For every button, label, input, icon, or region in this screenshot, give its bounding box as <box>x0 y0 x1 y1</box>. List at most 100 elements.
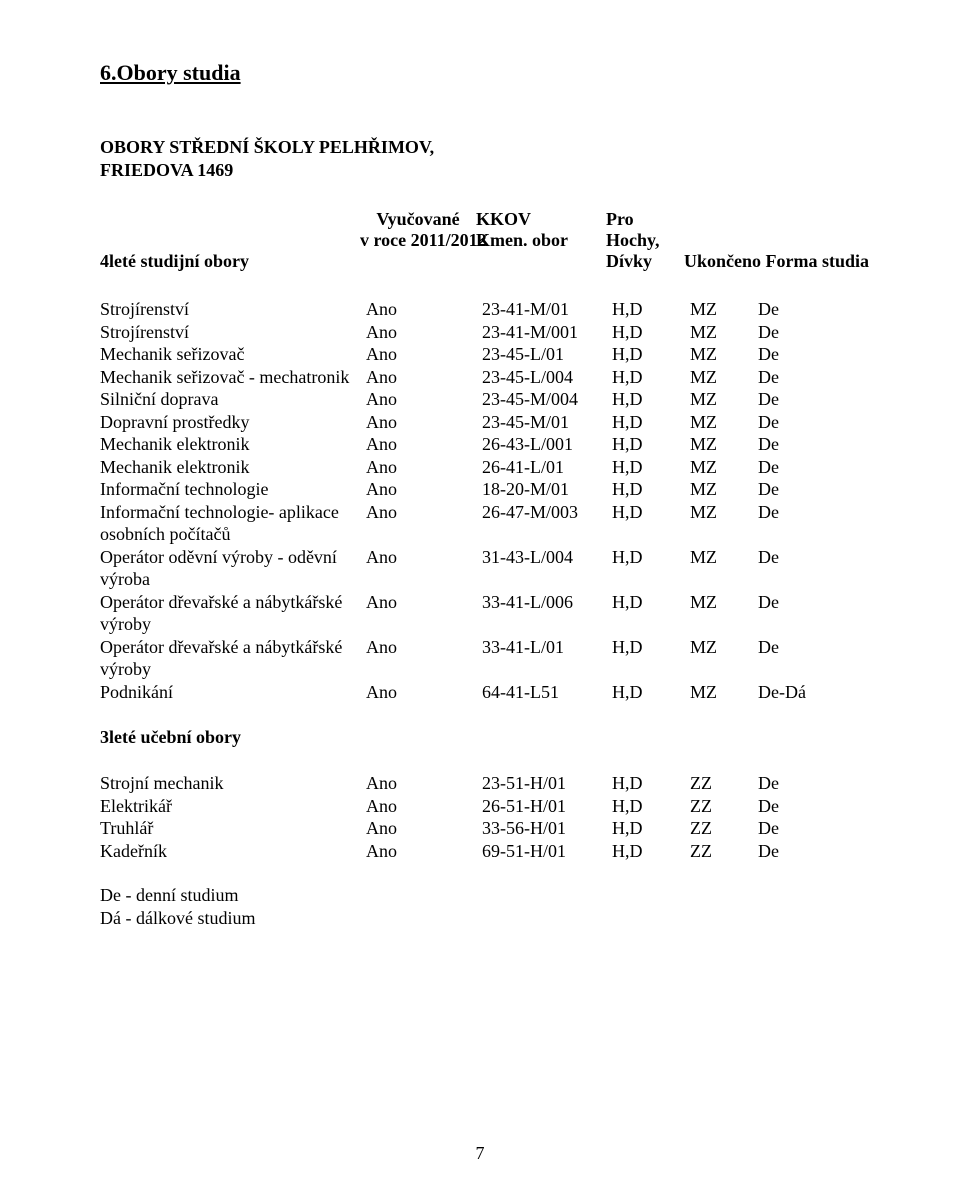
cell-vyuc: Ano <box>366 321 482 344</box>
cell-name: Kadeřník <box>100 840 366 863</box>
cell-uk: ZZ <box>690 795 758 818</box>
cell-pro: H,D <box>612 591 690 636</box>
cell-name: Mechanik elektronik <box>100 433 366 456</box>
page-number: 7 <box>0 1143 960 1164</box>
cell-forma: De <box>758 636 870 681</box>
cell-forma: De <box>758 817 870 840</box>
cell-pro: H,D <box>612 501 690 546</box>
table-row: Operátor dřevařské a nábytkářské výrobyA… <box>100 591 870 636</box>
cell-pro: H,D <box>612 795 690 818</box>
table-row: KadeřníkAno69-51-H/01H,DZZDe <box>100 840 870 863</box>
table-row: PodnikáníAno64-41-L51H,DMZDe-Dá <box>100 681 870 704</box>
cell-pro: H,D <box>612 388 690 411</box>
hdr-col3-l1: KKOV <box>476 209 606 230</box>
hdr-col3-l2: Kmen. obor <box>476 230 606 251</box>
cell-forma: De <box>758 433 870 456</box>
table-row: StrojírenstvíAno23-41-M/001H,DMZDe <box>100 321 870 344</box>
cell-vyuc: Ano <box>366 298 482 321</box>
hdr-col1: 4leté studijní obory <box>100 251 249 272</box>
hdr-col4-l3: Dívky <box>606 251 684 272</box>
cell-pro: H,D <box>612 411 690 434</box>
table-row: Mechanik elektronikAno26-41-L/01H,DMZDe <box>100 456 870 479</box>
cell-vyuc: Ano <box>366 546 482 591</box>
cell-kkov: 26-41-L/01 <box>482 456 612 479</box>
table-row: Operátor dřevařské a nábytkářské výrobyA… <box>100 636 870 681</box>
cell-uk: MZ <box>690 591 758 636</box>
cell-forma: De <box>758 591 870 636</box>
cell-name: Elektrikář <box>100 795 366 818</box>
cell-vyuc: Ano <box>366 501 482 546</box>
cell-name: Strojní mechanik <box>100 772 366 795</box>
cell-kkov: 26-47-M/003 <box>482 501 612 546</box>
cell-pro: H,D <box>612 772 690 795</box>
cell-kkov: 33-41-L/01 <box>482 636 612 681</box>
cell-uk: ZZ <box>690 772 758 795</box>
page-title: 6.Obory studia <box>100 60 870 86</box>
cell-kkov: 23-51-H/01 <box>482 772 612 795</box>
cell-vyuc: Ano <box>366 388 482 411</box>
cell-name: Dopravní prostředky <box>100 411 366 434</box>
cell-forma: De <box>758 343 870 366</box>
cell-vyuc: Ano <box>366 681 482 704</box>
cell-forma: De <box>758 772 870 795</box>
cell-pro: H,D <box>612 681 690 704</box>
cell-pro: H,D <box>612 456 690 479</box>
cell-uk: MZ <box>690 681 758 704</box>
cell-kkov: 33-56-H/01 <box>482 817 612 840</box>
cell-name: Silniční doprava <box>100 388 366 411</box>
cell-forma: De-Dá <box>758 681 870 704</box>
cell-vyuc: Ano <box>366 343 482 366</box>
cell-forma: De <box>758 546 870 591</box>
cell-kkov: 64-41-L51 <box>482 681 612 704</box>
cell-forma: De <box>758 795 870 818</box>
cell-vyuc: Ano <box>366 591 482 636</box>
cell-kkov: 23-45-L/004 <box>482 366 612 389</box>
cell-forma: De <box>758 366 870 389</box>
cell-pro: H,D <box>612 636 690 681</box>
legend-line1: De - denní studium <box>100 884 870 907</box>
cell-forma: De <box>758 411 870 434</box>
cell-name: Mechanik elektronik <box>100 456 366 479</box>
table-row: Dopravní prostředkyAno23-45-M/01H,DMZDe <box>100 411 870 434</box>
cell-pro: H,D <box>612 546 690 591</box>
table-row: Informační technologieAno18-20-M/01H,DMZ… <box>100 478 870 501</box>
hdr-col2-l2: v roce 2011/2012 <box>360 230 476 251</box>
hdr-col2-l1: Vyučované <box>360 209 476 230</box>
table-header: 4leté studijní obory Vyučované v roce 20… <box>100 209 870 272</box>
cell-name: Truhlář <box>100 817 366 840</box>
cell-name: Mechanik seřizovač - mechatronik <box>100 366 366 389</box>
cell-uk: MZ <box>690 546 758 591</box>
cell-name: Strojírenství <box>100 321 366 344</box>
cell-forma: De <box>758 321 870 344</box>
table-row: ElektrikářAno26-51-H/01H,DZZDe <box>100 795 870 818</box>
cell-pro: H,D <box>612 840 690 863</box>
hdr-col5: Ukončeno Forma studia <box>684 251 869 272</box>
table-row: Informační technologie- aplikace osobníc… <box>100 501 870 546</box>
cell-vyuc: Ano <box>366 411 482 434</box>
cell-forma: De <box>758 456 870 479</box>
cell-vyuc: Ano <box>366 636 482 681</box>
legend: De - denní studium Dá - dálkové studium <box>100 884 870 929</box>
table-row: Silniční dopravaAno23-45-M/004H,DMZDe <box>100 388 870 411</box>
cell-name: Podnikání <box>100 681 366 704</box>
cell-pro: H,D <box>612 298 690 321</box>
cell-forma: De <box>758 501 870 546</box>
cell-uk: MZ <box>690 343 758 366</box>
cell-forma: De <box>758 840 870 863</box>
cell-forma: De <box>758 298 870 321</box>
cell-uk: MZ <box>690 636 758 681</box>
cell-vyuc: Ano <box>366 433 482 456</box>
section-3lete-title: 3leté učební obory <box>100 727 870 748</box>
cell-kkov: 23-45-M/004 <box>482 388 612 411</box>
cell-pro: H,D <box>612 321 690 344</box>
cell-vyuc: Ano <box>366 795 482 818</box>
cell-uk: MZ <box>690 388 758 411</box>
cell-kkov: 23-45-L/01 <box>482 343 612 366</box>
cell-uk: MZ <box>690 433 758 456</box>
cell-name: Operátor dřevařské a nábytkářské výroby <box>100 591 366 636</box>
hdr-col4-l2: Hochy, <box>606 230 684 251</box>
table-row: Mechanik seřizovačAno23-45-L/01H,DMZDe <box>100 343 870 366</box>
cell-kkov: 69-51-H/01 <box>482 840 612 863</box>
cell-vyuc: Ano <box>366 772 482 795</box>
cell-pro: H,D <box>612 817 690 840</box>
